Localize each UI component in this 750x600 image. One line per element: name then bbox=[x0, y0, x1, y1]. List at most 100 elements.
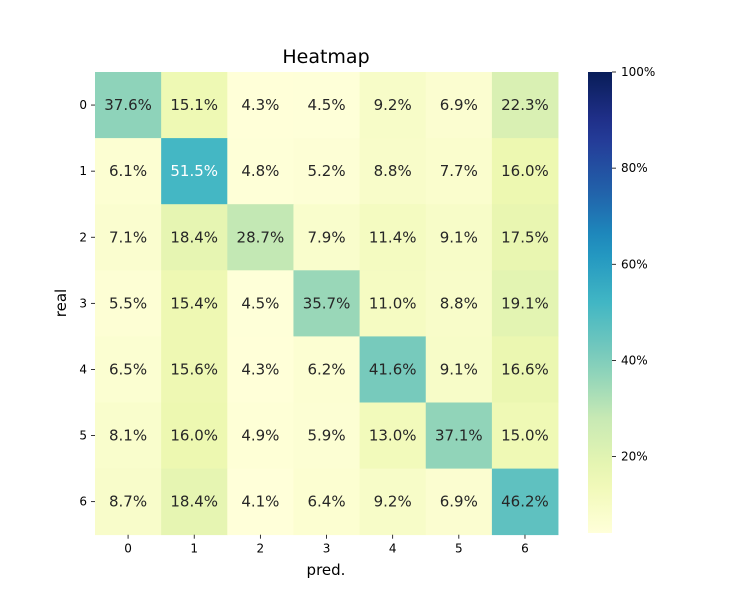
cell-label: 7.9% bbox=[307, 228, 345, 246]
x-axis-ticks: 0 1 2 3 4 5 6 bbox=[124, 534, 529, 556]
cell-label: 4.5% bbox=[241, 294, 279, 312]
cell-label: 6.9% bbox=[440, 493, 478, 511]
heatmap-cell bbox=[425, 402, 493, 469]
colorbar-tick-label: 100% bbox=[621, 65, 655, 79]
y-tick-label: 4 bbox=[79, 362, 87, 376]
heatmap-cell bbox=[227, 336, 294, 403]
heatmap-cell bbox=[161, 72, 228, 139]
x-tick-label: 1 bbox=[190, 542, 198, 556]
x-tick-label: 4 bbox=[389, 542, 397, 556]
y-tick-label: 6 bbox=[79, 495, 87, 509]
heatmap-cell bbox=[293, 468, 360, 536]
heatmap-cell bbox=[359, 336, 427, 403]
heatmap-cell bbox=[359, 72, 427, 139]
cell-label: 15.0% bbox=[501, 427, 549, 445]
cell-label: 4.5% bbox=[307, 96, 345, 114]
heatmap-cell bbox=[161, 138, 228, 205]
cell-label: 15.4% bbox=[170, 294, 218, 312]
cell-label: 11.0% bbox=[369, 294, 417, 312]
heatmap-cell bbox=[161, 402, 228, 469]
cell-label: 19.1% bbox=[501, 294, 549, 312]
heatmap-cell bbox=[227, 138, 294, 205]
heatmap-cell bbox=[491, 138, 559, 205]
heatmap-cell bbox=[425, 270, 493, 337]
heatmap-cell bbox=[95, 204, 162, 271]
heatmap-cell bbox=[359, 204, 427, 271]
cell-label: 51.5% bbox=[170, 162, 218, 180]
cell-label: 13.0% bbox=[369, 427, 417, 445]
cell-label: 6.5% bbox=[109, 360, 147, 378]
cell-label: 11.4% bbox=[369, 228, 417, 246]
cell-label: 5.2% bbox=[307, 162, 345, 180]
heatmap-cell bbox=[95, 402, 162, 469]
heatmap-cell bbox=[161, 204, 228, 271]
heatmap-cell bbox=[161, 270, 228, 337]
heatmap-cell bbox=[491, 468, 559, 536]
cell-label: 22.3% bbox=[501, 96, 549, 114]
cell-label: 5.5% bbox=[109, 294, 147, 312]
heatmap-cell bbox=[359, 468, 427, 536]
cell-label: 4.3% bbox=[241, 96, 279, 114]
cell-label: 8.8% bbox=[440, 294, 478, 312]
colorbar-tick-label: 80% bbox=[621, 161, 648, 175]
heatmap-cell bbox=[293, 138, 360, 205]
heatmap-cell bbox=[95, 336, 162, 403]
heatmap-cell bbox=[491, 204, 559, 271]
cell-label: 16.6% bbox=[501, 360, 549, 378]
heatmap-cell bbox=[491, 72, 559, 139]
heatmap-cell bbox=[95, 270, 162, 337]
cell-label: 6.2% bbox=[307, 360, 345, 378]
cell-label: 16.0% bbox=[501, 162, 549, 180]
cell-label: 5.9% bbox=[307, 427, 345, 445]
heatmap-cell bbox=[95, 138, 162, 205]
y-tick-label: 1 bbox=[79, 164, 87, 178]
heatmap-cell bbox=[425, 72, 493, 139]
heatmap-cell bbox=[491, 336, 559, 403]
cell-label: 7.7% bbox=[440, 162, 478, 180]
cell-label: 8.1% bbox=[109, 427, 147, 445]
cell-label: 4.9% bbox=[241, 427, 279, 445]
heatmap-cell bbox=[491, 270, 559, 337]
heatmap-cell bbox=[227, 204, 294, 271]
colorbar-tick-label: 40% bbox=[621, 353, 648, 367]
y-tick-label: 2 bbox=[79, 230, 87, 244]
heatmap-cell bbox=[227, 270, 294, 337]
colorbar-ticks: 20% 40% 60% 80% 100% bbox=[612, 65, 655, 464]
cell-label: 4.8% bbox=[241, 162, 279, 180]
cell-label: 4.1% bbox=[241, 493, 279, 511]
heatmap-cell bbox=[293, 402, 360, 469]
cell-label: 41.6% bbox=[369, 360, 417, 378]
cell-label: 4.3% bbox=[241, 360, 279, 378]
x-tick-label: 6 bbox=[521, 542, 529, 556]
cell-label: 15.1% bbox=[170, 96, 218, 114]
colorbar bbox=[588, 72, 612, 533]
y-axis-ticks: 0 1 2 3 4 5 6 bbox=[79, 98, 95, 509]
cell-label: 18.4% bbox=[170, 228, 218, 246]
cell-label: 46.2% bbox=[501, 493, 549, 511]
cell-label: 9.2% bbox=[374, 493, 412, 511]
x-tick-label: 3 bbox=[323, 542, 331, 556]
heatmap-cells: 37.6% 15.1% 4.3% 4.5% 9.2% 6.9% 22.3% 6.1% 51.5%… bbox=[95, 72, 559, 536]
y-tick-label: 0 bbox=[79, 98, 87, 112]
cell-label: 17.5% bbox=[501, 228, 549, 246]
y-tick-label: 5 bbox=[79, 429, 87, 443]
cell-label: 9.1% bbox=[440, 228, 478, 246]
heatmap-cell bbox=[161, 336, 228, 403]
heatmap-cell bbox=[359, 270, 427, 337]
heatmap-cell bbox=[425, 336, 493, 403]
heatmap-cell bbox=[293, 270, 360, 337]
heatmap-cell bbox=[491, 402, 559, 469]
y-tick-label: 3 bbox=[79, 296, 87, 310]
cell-label: 6.1% bbox=[109, 162, 147, 180]
heatmap-cell bbox=[425, 468, 493, 536]
cell-label: 8.8% bbox=[374, 162, 412, 180]
heatmap-cell bbox=[359, 138, 427, 205]
cell-label: 16.0% bbox=[170, 427, 218, 445]
heatmap-cell bbox=[425, 204, 493, 271]
heatmap-cell bbox=[161, 468, 228, 536]
cell-label: 28.7% bbox=[237, 228, 285, 246]
heatmap-cell bbox=[227, 72, 294, 139]
colorbar-tick-label: 20% bbox=[621, 450, 648, 464]
chart-title: Heatmap bbox=[282, 46, 369, 68]
